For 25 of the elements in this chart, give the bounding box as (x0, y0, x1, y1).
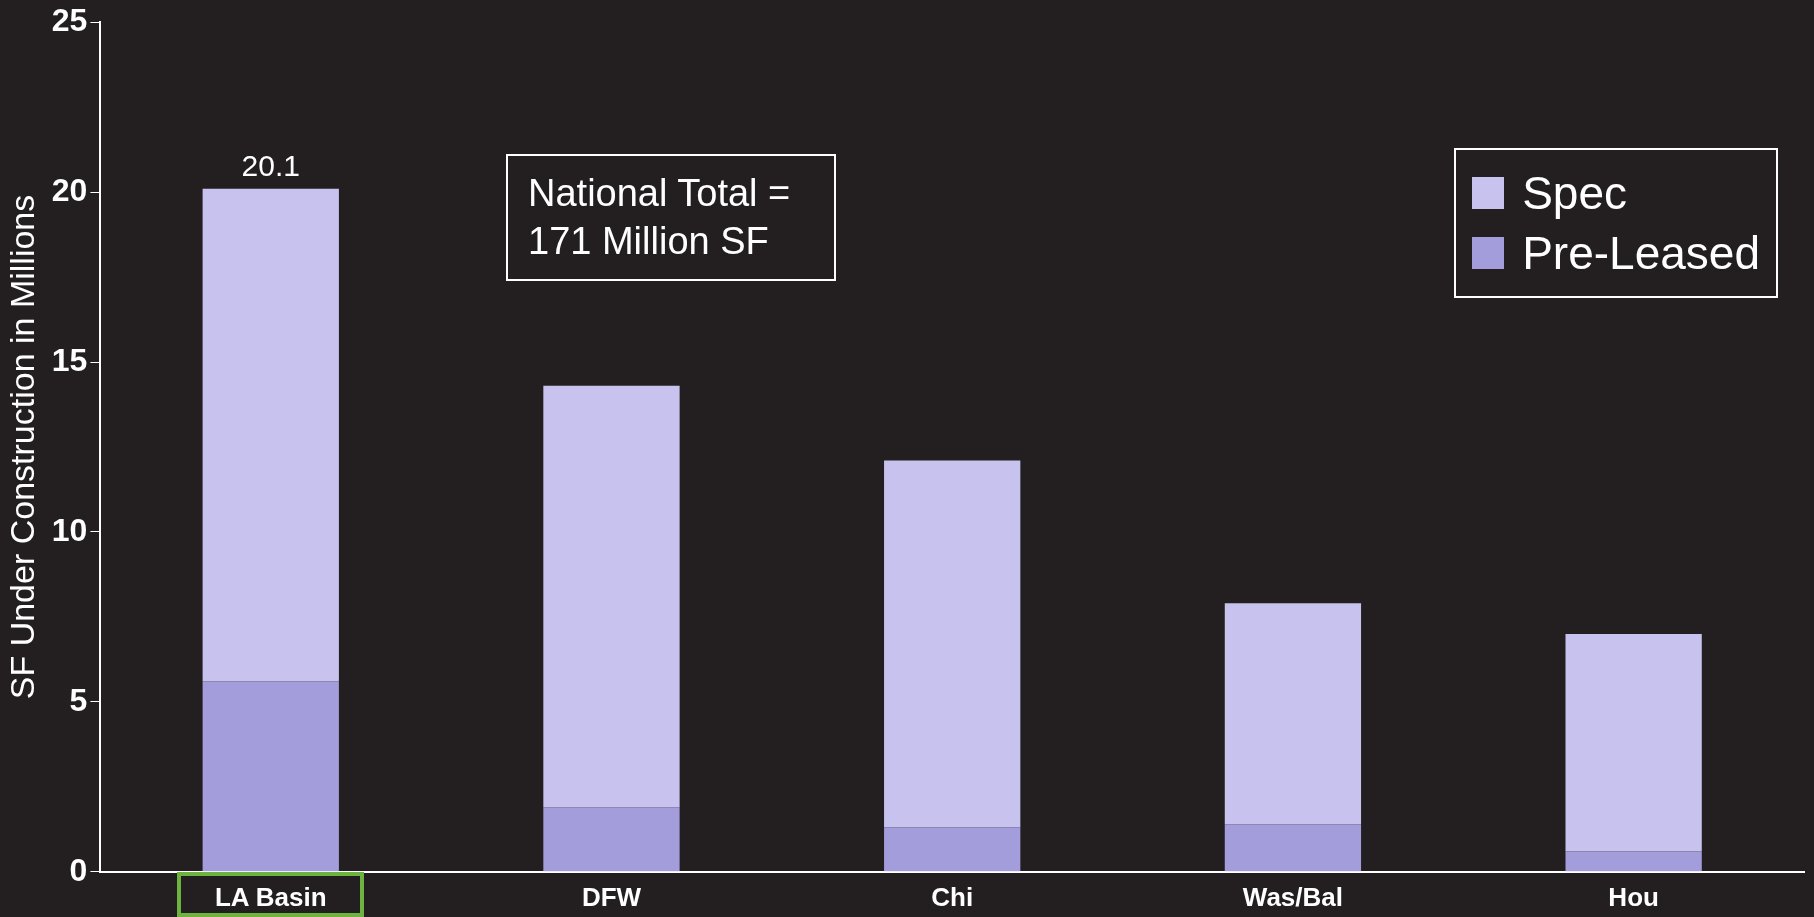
y-tick-label: 5 (69, 681, 88, 718)
bar (1565, 633, 1702, 852)
x-tick-label: Was/Bal (1242, 881, 1344, 912)
annotation: National Total = 171 Million SF (506, 154, 836, 281)
x-tick-label: Chi (931, 881, 974, 912)
bar (1224, 824, 1362, 872)
y-tick-label: 25 (51, 2, 88, 39)
legend-label: Pre-Leased (1522, 226, 1760, 280)
x-tick-label: LA Basin (214, 881, 327, 912)
bar (543, 807, 680, 872)
y-tick-label: 15 (51, 341, 88, 378)
bar (202, 188, 339, 682)
y-tick-label: 10 (51, 511, 88, 548)
x-tick-label: Hou (1608, 881, 1659, 912)
bar (884, 827, 1021, 872)
bar (543, 385, 680, 808)
total-label: 20.1 (241, 148, 300, 182)
x-tick-label: DFW (581, 881, 642, 912)
bar (884, 460, 1021, 828)
y-tick-label: 20 (51, 171, 88, 208)
y-axis-title: SF Under Construction in Millions (2, 194, 41, 700)
legend-label: Spec (1522, 166, 1628, 220)
y-tick-label: 0 (69, 851, 88, 888)
bar (1565, 851, 1702, 872)
bar (1224, 603, 1362, 825)
